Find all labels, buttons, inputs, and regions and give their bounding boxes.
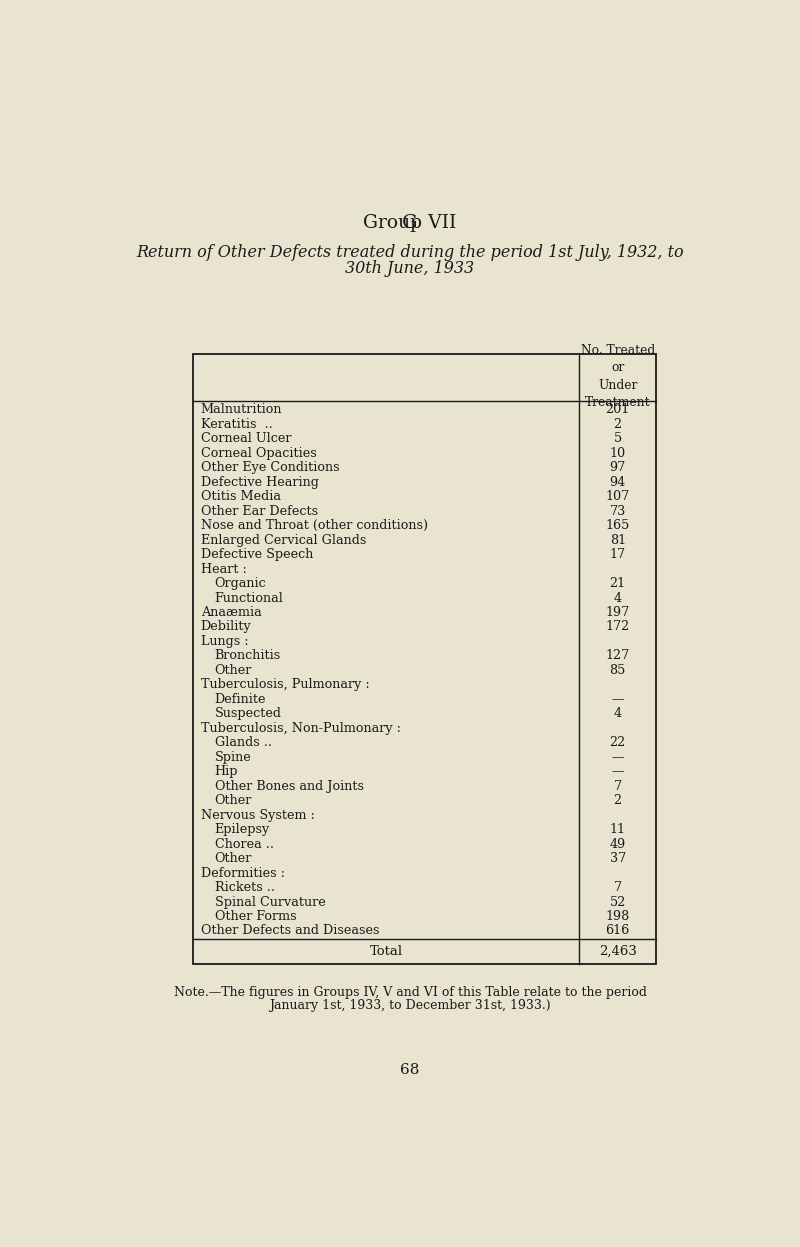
Text: Spine: Spine — [214, 751, 251, 763]
Text: 10: 10 — [610, 446, 626, 460]
Text: Debility: Debility — [201, 621, 251, 633]
Text: 201: 201 — [606, 403, 630, 416]
Text: Corneal Opacities: Corneal Opacities — [201, 446, 317, 460]
Text: Total: Total — [370, 945, 402, 958]
Text: January 1st, 1933, to December 31st, 1933.): January 1st, 1933, to December 31st, 193… — [269, 999, 551, 1011]
Text: Deformities :: Deformities : — [201, 867, 285, 879]
Text: Nose and Throat (other conditions): Nose and Throat (other conditions) — [201, 519, 428, 532]
Text: Hip: Hip — [214, 766, 238, 778]
Text: Heart :: Heart : — [201, 562, 246, 576]
Text: 94: 94 — [610, 475, 626, 489]
Text: 197: 197 — [606, 606, 630, 619]
Text: 165: 165 — [606, 519, 630, 532]
Text: —: — — [611, 693, 624, 706]
Text: 7: 7 — [614, 882, 622, 894]
Text: Other Bones and Joints: Other Bones and Joints — [214, 779, 364, 793]
Text: Note.—The figures in Groups IV, V and VI of this Table relate to the period: Note.—The figures in Groups IV, V and VI… — [174, 985, 646, 999]
Text: Glands ..: Glands .. — [214, 736, 272, 749]
Text: Chorea ..: Chorea .. — [214, 838, 274, 850]
Text: —: — — [611, 751, 624, 763]
Text: Tuberculosis, Pulmonary :: Tuberculosis, Pulmonary : — [201, 678, 370, 691]
Text: Bronchitis: Bronchitis — [214, 650, 281, 662]
Text: 73: 73 — [610, 505, 626, 518]
Text: Rickets ..: Rickets .. — [214, 882, 274, 894]
Text: Tuberculosis, Non-Pulmonary :: Tuberculosis, Non-Pulmonary : — [201, 722, 401, 734]
Text: 68: 68 — [400, 1062, 420, 1077]
Text: Enlarged Cervical Glands: Enlarged Cervical Glands — [201, 534, 366, 546]
Text: 52: 52 — [610, 895, 626, 909]
Text: 4: 4 — [614, 707, 622, 721]
Text: 616: 616 — [606, 924, 630, 938]
Text: No. Treated
or
Under
Treatment: No. Treated or Under Treatment — [581, 344, 655, 409]
Text: 4: 4 — [614, 591, 622, 605]
Text: Malnutrition: Malnutrition — [201, 403, 282, 416]
Text: Defective Hearing: Defective Hearing — [201, 475, 318, 489]
Text: 172: 172 — [606, 621, 630, 633]
Text: Otitis Media: Otitis Media — [201, 490, 281, 504]
Text: Anaæmia: Anaæmia — [201, 606, 262, 619]
Text: Other Forms: Other Forms — [214, 910, 296, 923]
Text: Nervous System :: Nervous System : — [201, 808, 314, 822]
Text: 127: 127 — [606, 650, 630, 662]
Text: 198: 198 — [606, 910, 630, 923]
Text: 30th June, 1933: 30th June, 1933 — [346, 261, 474, 278]
Text: Epilepsy: Epilepsy — [214, 823, 270, 837]
Text: Return of Other Defects treated during the period 1st July, 1932, to: Return of Other Defects treated during t… — [136, 243, 684, 261]
Text: 107: 107 — [606, 490, 630, 504]
Text: 49: 49 — [610, 838, 626, 850]
Text: 2: 2 — [614, 794, 622, 807]
Text: Definite: Definite — [214, 693, 266, 706]
Text: Suspected: Suspected — [214, 707, 282, 721]
Text: Other: Other — [214, 663, 252, 677]
Text: —: — — [611, 766, 624, 778]
Text: 2: 2 — [614, 418, 622, 430]
Text: 85: 85 — [610, 663, 626, 677]
Text: 2,463: 2,463 — [598, 945, 637, 958]
Text: Functional: Functional — [214, 591, 283, 605]
Text: Spinal Curvature: Spinal Curvature — [214, 895, 326, 909]
Text: 97: 97 — [610, 461, 626, 474]
Text: 37: 37 — [610, 852, 626, 865]
Text: 11: 11 — [610, 823, 626, 837]
Text: Other Defects and Diseases: Other Defects and Diseases — [201, 924, 379, 938]
Text: Group VII: Group VII — [363, 213, 457, 232]
Text: 5: 5 — [614, 433, 622, 445]
Text: 21: 21 — [610, 577, 626, 590]
Text: 7: 7 — [614, 779, 622, 793]
Text: Corneal Ulcer: Corneal Ulcer — [201, 433, 291, 445]
Text: Keratitis  ..: Keratitis .. — [201, 418, 273, 430]
Text: Other: Other — [214, 852, 252, 865]
Text: 22: 22 — [610, 736, 626, 749]
Text: 17: 17 — [610, 549, 626, 561]
Text: Other: Other — [214, 794, 252, 807]
Bar — [193, 354, 657, 964]
Text: Other Eye Conditions: Other Eye Conditions — [201, 461, 339, 474]
Text: Defective Speech: Defective Speech — [201, 549, 313, 561]
Text: Organic: Organic — [214, 577, 266, 590]
Text: Other Ear Defects: Other Ear Defects — [201, 505, 318, 518]
Text: 81: 81 — [610, 534, 626, 546]
Text: G: G — [402, 213, 418, 232]
Text: Lungs :: Lungs : — [201, 635, 248, 648]
